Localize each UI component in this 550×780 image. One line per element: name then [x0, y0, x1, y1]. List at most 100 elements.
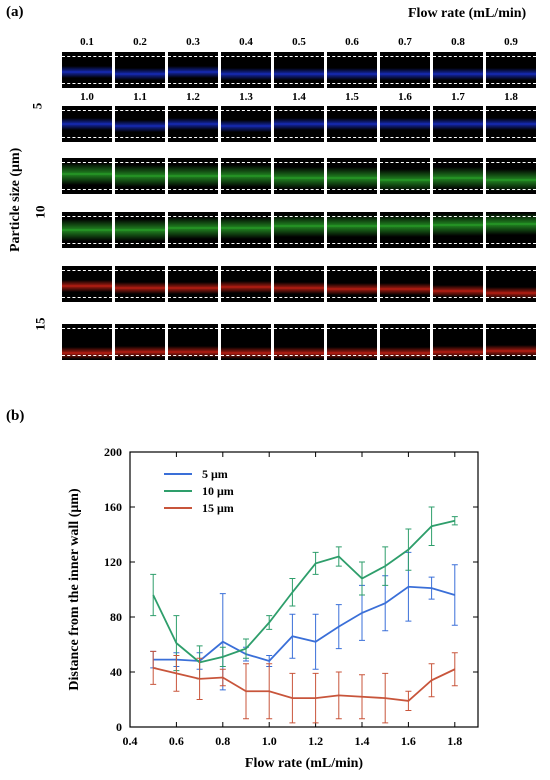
fluorescence-band: [433, 166, 483, 189]
micrograph-tile: [62, 212, 112, 248]
channel-wall-line: [221, 297, 271, 298]
fluorescence-band: [115, 219, 165, 241]
channel-wall-line: [486, 297, 536, 298]
channel-wall-line: [115, 355, 165, 356]
fluorescence-band: [115, 165, 165, 187]
channel-wall-line: [115, 162, 165, 163]
channel-wall-line: [433, 162, 483, 163]
channel-wall-line: [221, 83, 271, 84]
fluorescence-band: [380, 118, 430, 130]
fluorescence-band: [62, 65, 112, 78]
fluorescence-band: [433, 68, 483, 81]
micrograph-tile: [115, 106, 165, 142]
channel-wall-line: [221, 162, 271, 163]
channel-wall-line: [168, 189, 218, 190]
fluorescence-band: [380, 168, 430, 191]
fluorescence-band: [274, 215, 324, 238]
channel-wall-line: [486, 216, 536, 217]
fluorescence-band: [221, 67, 271, 80]
channel-wall-line: [62, 56, 112, 57]
channel-wall-line: [168, 83, 218, 84]
channel-wall-line: [433, 328, 483, 329]
fluorescence-band: [168, 118, 218, 130]
channel-wall-line: [62, 243, 112, 244]
fluorescence-band: [486, 168, 536, 191]
channel-wall-line: [62, 328, 112, 329]
flow-rate-label: 1.2: [186, 91, 200, 103]
series-line: [152, 666, 456, 702]
y-tick-label: 120: [104, 555, 122, 569]
fluorescence-band: [62, 279, 112, 292]
micrograph-tile: [486, 158, 536, 194]
micrograph-tile: [380, 324, 430, 360]
micrograph-tile: [115, 266, 165, 302]
x-tick-label: 0.8: [215, 734, 230, 748]
fluorescence-band: [327, 283, 377, 296]
channel-wall-line: [380, 56, 430, 57]
flow-rate-label: 1.7: [451, 91, 465, 103]
micrograph-tile: [62, 106, 112, 142]
channel-wall-line: [433, 216, 483, 217]
micrograph-tile: [274, 212, 324, 248]
y-tick-label: 200: [104, 445, 122, 459]
x-tick-label: 1.6: [401, 734, 416, 748]
channel-wall-line: [115, 297, 165, 298]
fluorescence-band: [62, 118, 112, 130]
channel-wall-line: [274, 56, 324, 57]
channel-wall-line: [327, 328, 377, 329]
fluorescence-band: [115, 346, 165, 359]
flow-rate-label: 1.5: [345, 91, 359, 103]
x-tick-label: 0.4: [123, 734, 138, 748]
channel-wall-line: [486, 56, 536, 57]
fluorescence-band: [115, 281, 165, 294]
channel-wall-line: [380, 328, 430, 329]
flow-rate-label: 1.8: [504, 91, 518, 103]
plot-frame: [129, 451, 479, 728]
micrograph-tile: [274, 158, 324, 194]
fluorescence-band: [486, 118, 536, 130]
channel-wall-line: [327, 83, 377, 84]
particle-size-axis-label: Particle size (μm): [8, 147, 23, 252]
fluorescence-band: [380, 346, 430, 359]
channel-wall-line: [168, 162, 218, 163]
channel-wall-line: [115, 83, 165, 84]
fluorescence-band: [274, 346, 324, 359]
fluorescence-band: [380, 283, 430, 296]
channel-wall-line: [168, 270, 218, 271]
channel-wall-line: [274, 83, 324, 84]
channel-wall-line: [274, 189, 324, 190]
channel-wall-line: [486, 355, 536, 356]
channel-wall-line: [62, 189, 112, 190]
flow-rate-label: 0.7: [398, 36, 412, 48]
fluorescence-band: [221, 165, 271, 187]
micrograph-tile: [168, 106, 218, 142]
channel-wall-line: [486, 83, 536, 84]
channel-wall-line: [486, 243, 536, 244]
channel-wall-line: [221, 355, 271, 356]
micrograph-tile: [486, 324, 536, 360]
micrograph-tile: [115, 158, 165, 194]
distance-line-chart: 0.4 0.6 0.8 1.0 1.2 1.4 1.6 1.8 0 40 80 120 160 200 Fl…: [67, 445, 479, 771]
channel-wall-line: [168, 56, 218, 57]
channel-wall-line: [168, 328, 218, 329]
channel-wall-line: [433, 56, 483, 57]
channel-wall-line: [115, 270, 165, 271]
x-tick-label: 0.6: [169, 734, 184, 748]
micrograph-tile: [168, 158, 218, 194]
channel-wall-line: [486, 328, 536, 329]
channel-wall-line: [221, 243, 271, 244]
channel-wall-line: [168, 297, 218, 298]
micrograph-tile: [274, 324, 324, 360]
channel-wall-line: [433, 355, 483, 356]
channel-wall-line: [380, 216, 430, 217]
channel-wall-line: [380, 137, 430, 138]
channel-wall-line: [274, 270, 324, 271]
fluorescence-band: [274, 281, 324, 294]
channel-wall-line: [168, 216, 218, 217]
y-tick-label: 160: [104, 500, 122, 514]
x-axis-label: Flow rate (mL/min): [245, 756, 364, 771]
channel-wall-line: [486, 162, 536, 163]
x-tick-label: 1.8: [447, 734, 462, 748]
channel-wall-line: [62, 297, 112, 298]
micrograph-tile: [380, 106, 430, 142]
